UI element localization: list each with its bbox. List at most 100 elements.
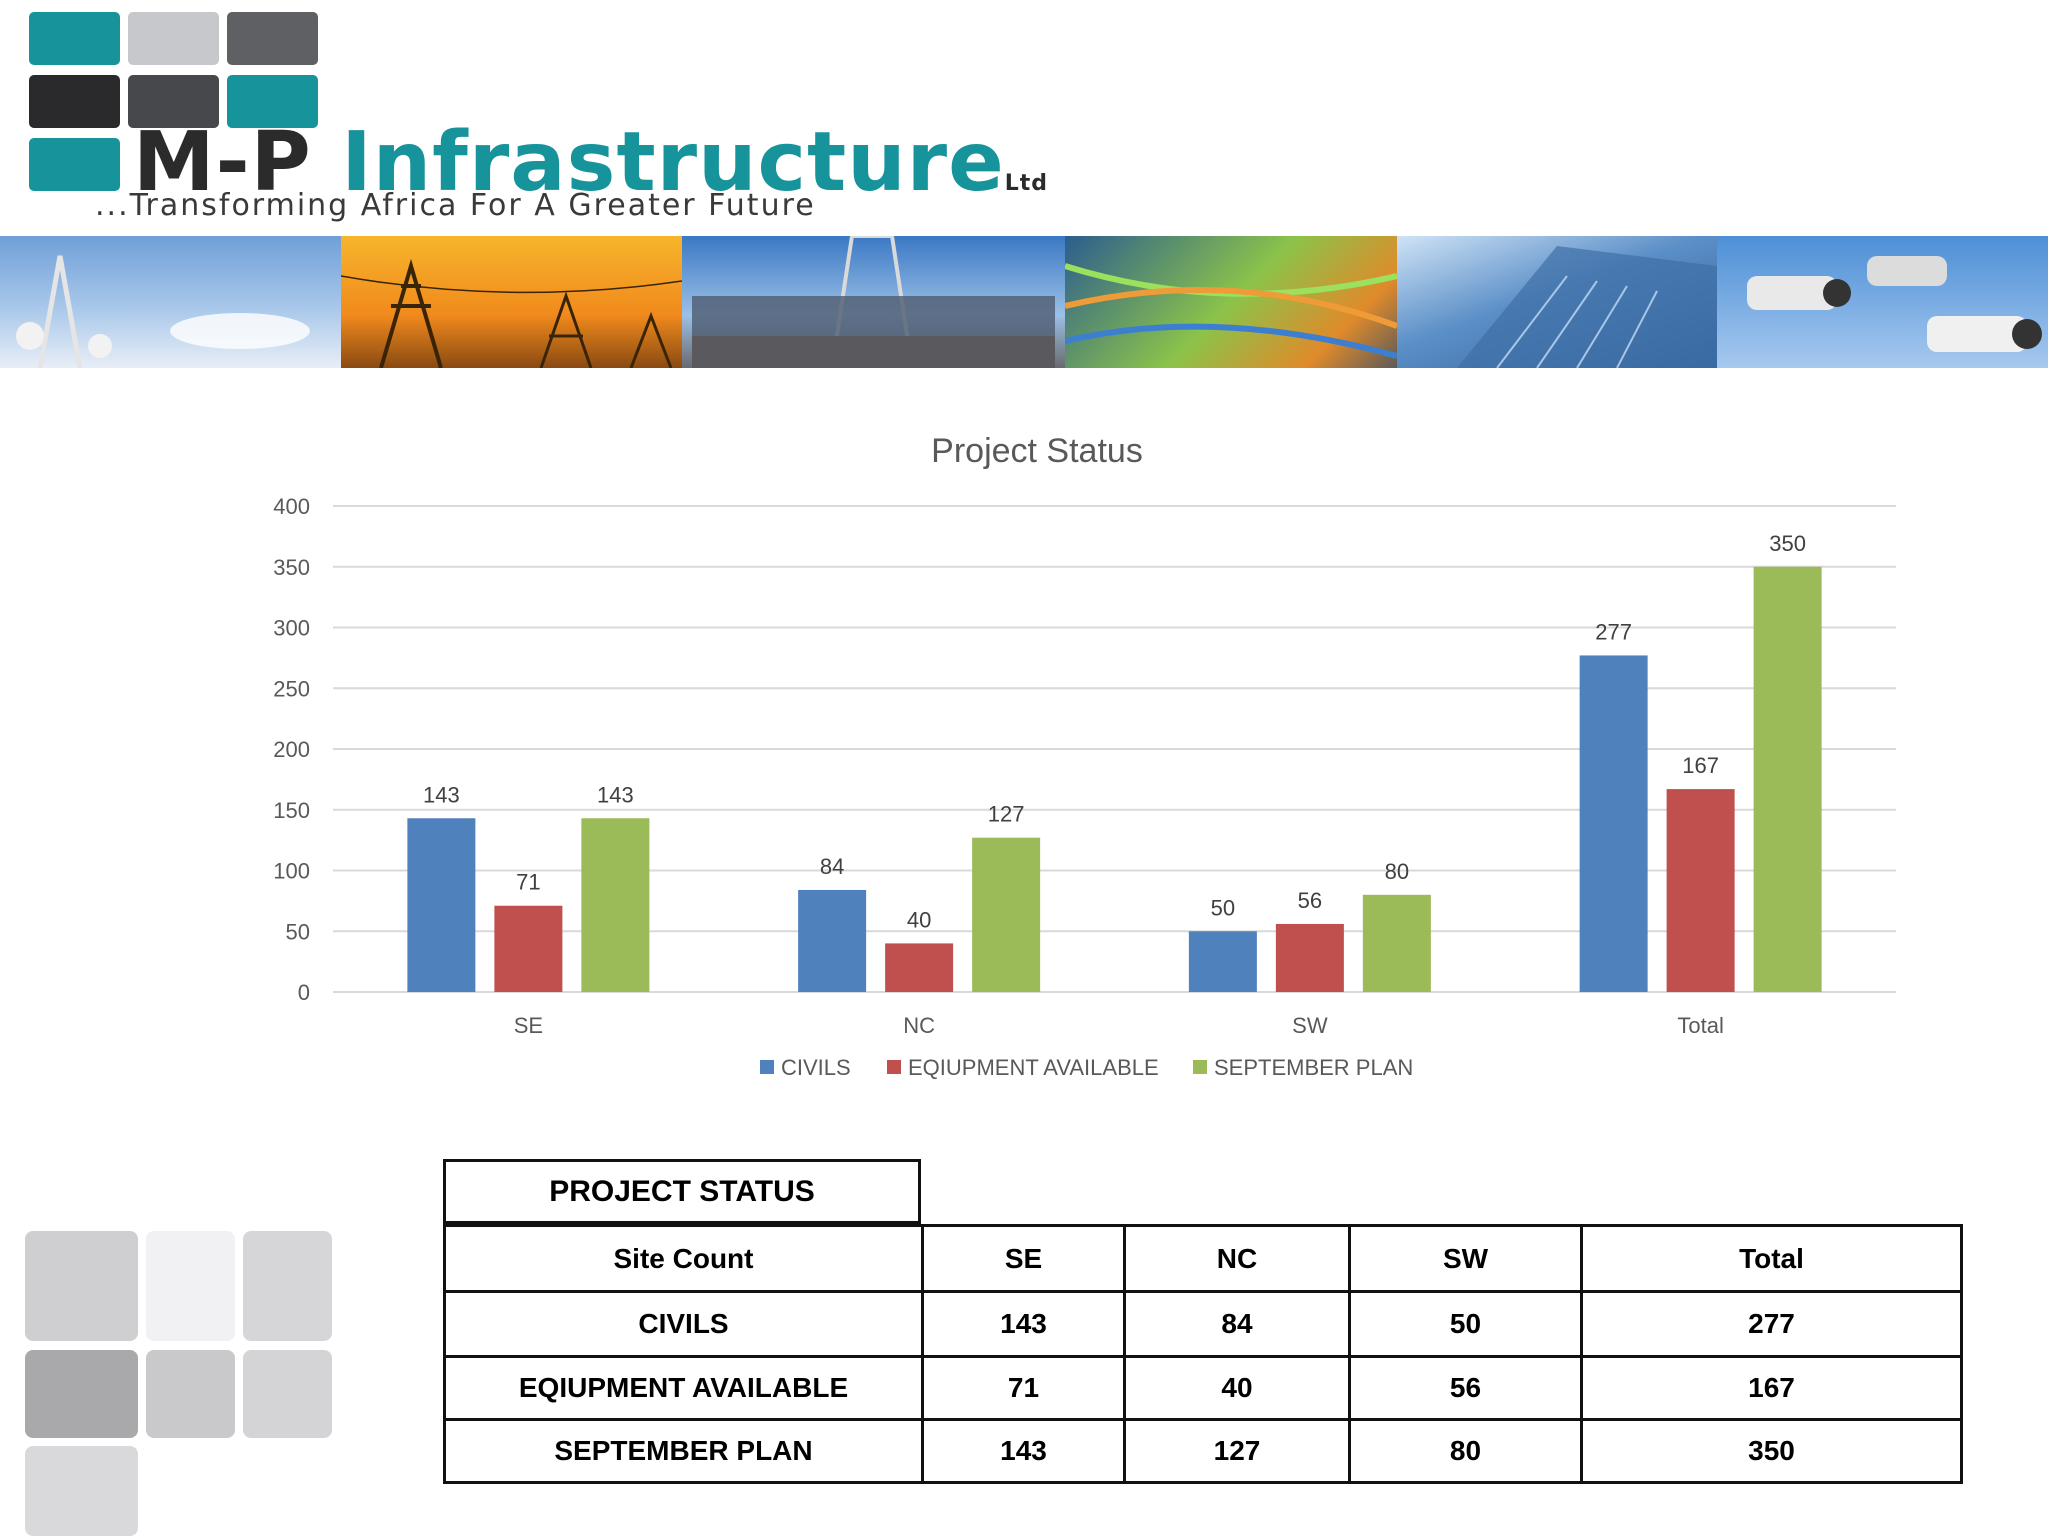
data-label: 277 [1595,619,1632,644]
bar [972,837,1041,992]
table-header-cell: NC [1123,1224,1351,1293]
bar [581,818,650,992]
logo-square [29,75,120,128]
banner-power-lines [341,236,682,368]
chart-bars: 143 71 143 84 40 127 50 56 80 277 167 350 [407,531,1822,992]
data-label: 40 [907,907,931,932]
data-label: 56 [1298,888,1322,913]
x-tick-label: SW [1292,1013,1328,1038]
logo-square [128,12,219,65]
decorative-square [243,1350,332,1438]
legend-label: CIVILS [781,1055,851,1080]
chart-y-axis: 0 50 100 150 200 250 300 350 400 [273,494,310,1005]
x-tick-label: Total [1677,1013,1723,1038]
data-label: 80 [1385,859,1409,884]
logo-tagline: ...Transforming Africa For A Greater Fut… [95,188,816,223]
logo-square [128,75,219,128]
banner-telecom-towers [0,236,341,368]
table-cell: 277 [1580,1290,1963,1358]
table-cell: 84 [1123,1290,1351,1358]
project-status-table: Site Count SE NC SW Total CIVILS 143 84 … [443,1224,1963,1484]
table-cell: 167 [1580,1355,1963,1421]
decorative-square [146,1350,235,1438]
legend-label: SEPTEMBER PLAN [1214,1055,1413,1080]
table-row: SEPTEMBER PLAN 143 127 80 350 [443,1418,1963,1484]
bar [1753,566,1822,992]
chart-x-axis: SE NC SW Total [514,1013,1724,1038]
logo-name-part1: M-P [133,115,312,210]
data-label: 350 [1769,531,1806,556]
logo-square [227,12,318,65]
data-label: 143 [597,782,634,807]
logo-square [29,12,120,65]
bar [407,818,476,992]
logo-square [29,138,120,191]
table-cell: 40 [1123,1355,1351,1421]
table-row: CIVILS 143 84 50 277 [443,1290,1963,1358]
y-tick-label: 400 [273,494,310,519]
table-cell: 56 [1348,1355,1583,1421]
y-tick-label: 100 [273,859,310,884]
legend-label: EQIUPMENT AVAILABLE [908,1055,1159,1080]
decorative-square [243,1231,332,1341]
bar [885,943,954,992]
bar [1666,789,1735,992]
legend-swatch [887,1060,901,1074]
logo-square [227,75,318,128]
project-status-chart: Project Status 050100150200250300350400 … [273,432,1896,1080]
table-row: EQIUPMENT AVAILABLE 71 40 56 167 [443,1355,1963,1421]
table-cell: 143 [921,1290,1126,1358]
data-label: 127 [988,802,1025,827]
data-label: 143 [423,782,460,807]
banner-photo-strip [0,236,2048,368]
table-title: PROJECT STATUS [443,1159,921,1224]
bar [1188,931,1257,992]
bar [1362,894,1431,992]
data-label: 50 [1211,895,1235,920]
data-label: 167 [1682,753,1719,778]
table-header-cell: Total [1580,1224,1963,1293]
table-header-cell: SW [1348,1224,1583,1293]
decorative-square [25,1350,138,1438]
y-tick-label: 150 [273,798,310,823]
x-tick-label: SE [514,1013,543,1038]
table-cell: 127 [1123,1418,1351,1484]
logo-suffix: Ltd [1004,171,1048,196]
y-tick-label: 50 [286,919,310,944]
chart-gridlines [333,505,1896,993]
decorative-square [25,1231,138,1341]
table-cell: 50 [1348,1290,1583,1358]
table-cell: SEPTEMBER PLAN [443,1418,924,1484]
logo-name-part2: Infrastructure [341,115,1005,210]
bar [1579,655,1648,992]
table-cell: 350 [1580,1418,1963,1484]
table-cell: 80 [1348,1418,1583,1484]
chart-title: Project Status [931,432,1143,470]
bar [494,905,563,992]
bar [798,889,867,992]
banner-network-cables [1065,236,1397,368]
legend-swatch [760,1060,774,1074]
banner-solar-panels [682,236,1065,368]
y-tick-label: 300 [273,616,310,641]
y-tick-label: 250 [273,676,310,701]
decorative-square [146,1231,235,1341]
data-label: 84 [820,854,844,879]
legend-swatch [1193,1060,1207,1074]
banner-cctv-cameras [1717,236,2048,368]
table-cell: 71 [921,1355,1126,1421]
chart-legend: CIVILS EQIUPMENT AVAILABLE SEPTEMBER PLAN [760,1055,1413,1080]
logo-wordmark: M-P InfrastructureLtd [133,122,1048,204]
table-cell: EQIUPMENT AVAILABLE [443,1355,924,1421]
table-header-cell: Site Count [443,1224,924,1293]
decorative-square [25,1446,138,1536]
y-tick-label: 200 [273,737,310,762]
bar [1275,923,1344,992]
y-tick-label: 350 [273,555,310,580]
table-header-row: Site Count SE NC SW Total [443,1224,1963,1293]
data-label: 71 [516,870,540,895]
table-header-cell: SE [921,1224,1126,1293]
banner-glass-building [1397,236,1717,368]
table-cell: 143 [921,1418,1126,1484]
table-cell: CIVILS [443,1290,924,1358]
